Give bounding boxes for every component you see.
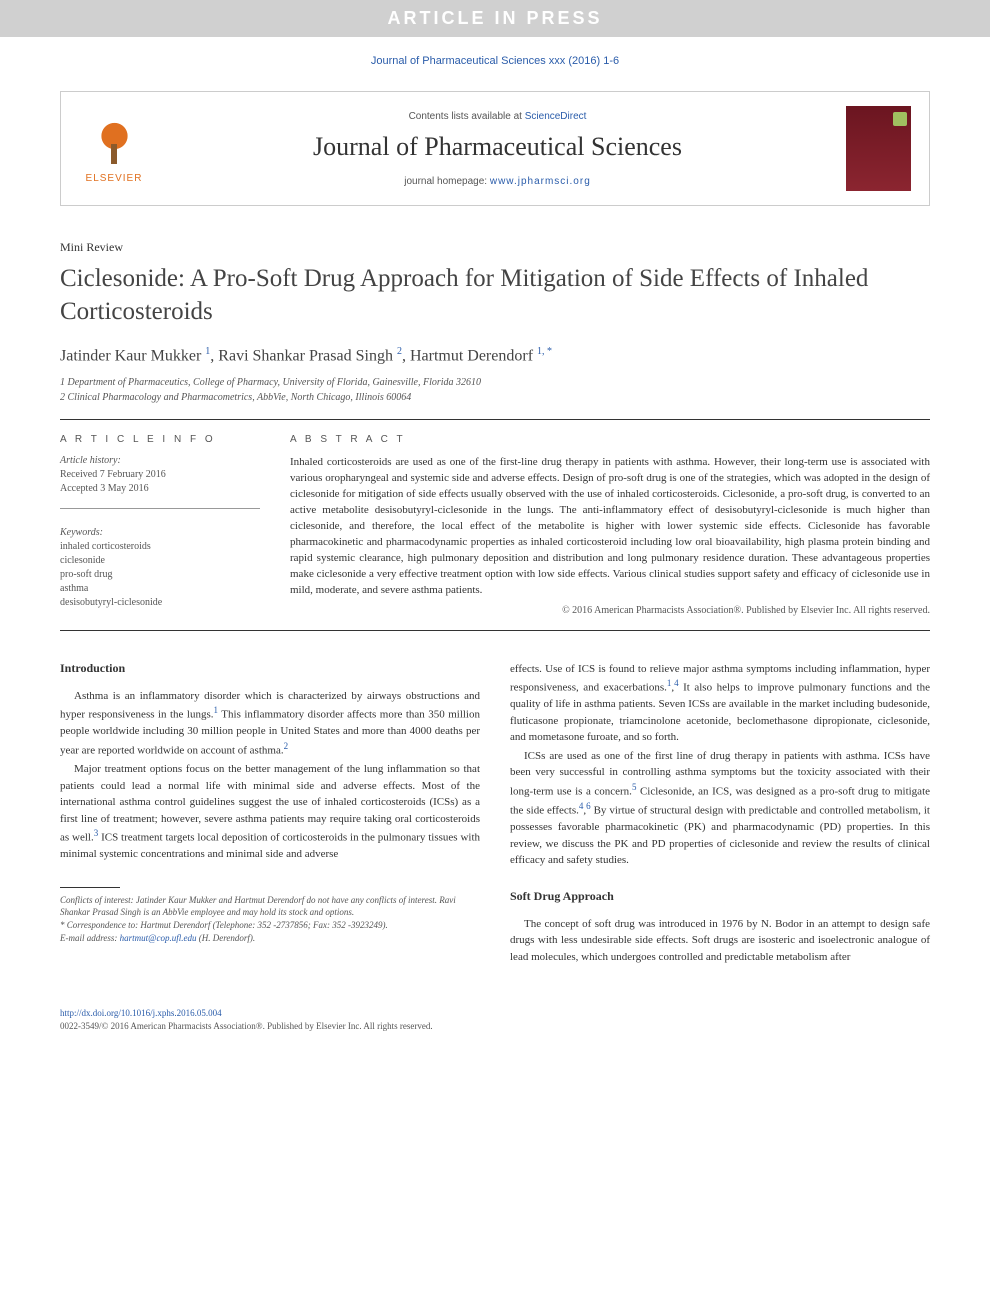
intro-para-2: Major treatment options focus on the bet… bbox=[60, 761, 480, 863]
journal-cover-thumbnail[interactable] bbox=[846, 106, 911, 191]
article-body: Mini Review Ciclesonide: A Pro-Soft Drug… bbox=[0, 216, 990, 997]
introduction-heading: Introduction bbox=[60, 661, 480, 676]
keyword: pro-soft drug bbox=[60, 568, 260, 582]
journal-name: Journal of Pharmaceutical Sciences bbox=[169, 132, 826, 162]
email-label: E-mail address: bbox=[60, 933, 120, 943]
col2-para-2: ICSs are used as one of the first line o… bbox=[510, 748, 930, 869]
abstract-heading: A B S T R A C T bbox=[290, 434, 930, 445]
corresponding-email-link[interactable]: hartmut@cop.ufl.edu bbox=[120, 933, 197, 943]
keywords-block: Keywords: inhaled corticosteroids cicles… bbox=[60, 527, 260, 610]
introduction-text: Asthma is an inflammatory disorder which… bbox=[60, 688, 480, 863]
intro-para-1: Asthma is an inflammatory disorder which… bbox=[60, 688, 480, 759]
article-info-heading: A R T I C L E I N F O bbox=[60, 434, 260, 445]
contents-available-line: Contents lists available at ScienceDirec… bbox=[169, 111, 826, 122]
sciencedirect-link[interactable]: ScienceDirect bbox=[525, 111, 587, 122]
journal-homepage-line: journal homepage: www.jpharmsci.org bbox=[169, 176, 826, 187]
journal-header: ELSEVIER Contents lists available at Sci… bbox=[60, 91, 930, 206]
issn-copyright: 0022-3549/© 2016 American Pharmacists As… bbox=[60, 1021, 433, 1031]
conflicts-footnote: Conflicts of interest: Jatinder Kaur Muk… bbox=[60, 894, 480, 919]
right-column: effects. Use of ICS is found to relieve … bbox=[510, 661, 930, 967]
soft-drug-text: The concept of soft drug was introduced … bbox=[510, 916, 930, 966]
article-type: Mini Review bbox=[60, 240, 930, 255]
journal-homepage-link[interactable]: www.jpharmsci.org bbox=[490, 176, 591, 187]
email-person: (H. Derendorf). bbox=[196, 933, 255, 943]
keyword: asthma bbox=[60, 582, 260, 596]
keywords-label: Keywords: bbox=[60, 527, 260, 538]
article-history-block: Article history: Received 7 February 201… bbox=[60, 455, 260, 509]
accepted-date: Accepted 3 May 2016 bbox=[60, 482, 260, 496]
elsevier-logo[interactable]: ELSEVIER bbox=[79, 106, 149, 191]
doi-link[interactable]: http://dx.doi.org/10.1016/j.xphs.2016.05… bbox=[60, 1008, 222, 1018]
footnotes: Conflicts of interest: Jatinder Kaur Muk… bbox=[60, 894, 480, 944]
col2-para-1: effects. Use of ICS is found to relieve … bbox=[510, 661, 930, 746]
affiliation-2: 2 Clinical Pharmacology and Pharmacometr… bbox=[60, 390, 930, 405]
soft-drug-heading: Soft Drug Approach bbox=[510, 889, 930, 904]
soft-para-1: The concept of soft drug was introduced … bbox=[510, 916, 930, 966]
citation-line: Journal of Pharmaceutical Sciences xxx (… bbox=[0, 37, 990, 81]
received-date: Received 7 February 2016 bbox=[60, 468, 260, 482]
divider bbox=[60, 630, 930, 631]
journal-header-center: Contents lists available at ScienceDirec… bbox=[169, 111, 826, 187]
divider bbox=[60, 419, 930, 420]
footnotes-divider bbox=[60, 887, 120, 888]
body-two-column: Introduction Asthma is an inflammatory d… bbox=[60, 661, 930, 967]
abstract-text: Inhaled corticosteroids are used as one … bbox=[290, 455, 930, 598]
left-column: Introduction Asthma is an inflammatory d… bbox=[60, 661, 480, 967]
keyword: inhaled corticosteroids bbox=[60, 540, 260, 554]
correspondence-footnote: * Correspondence to: Hartmut Derendorf (… bbox=[60, 919, 480, 932]
affiliation-1: 1 Department of Pharmaceutics, College o… bbox=[60, 375, 930, 390]
keyword: desisobutyryl-ciclesonide bbox=[60, 596, 260, 610]
history-label: Article history: bbox=[60, 455, 260, 466]
article-title: Ciclesonide: A Pro-Soft Drug Approach fo… bbox=[60, 263, 930, 328]
info-abstract-row: A R T I C L E I N F O Article history: R… bbox=[60, 434, 930, 615]
page-footer: http://dx.doi.org/10.1016/j.xphs.2016.05… bbox=[0, 997, 990, 1052]
abstract-column: A B S T R A C T Inhaled corticosteroids … bbox=[290, 434, 930, 615]
keyword: ciclesonide bbox=[60, 554, 260, 568]
author-list: Jatinder Kaur Mukker 1, Ravi Shankar Pra… bbox=[60, 346, 930, 365]
affiliations: 1 Department of Pharmaceutics, College o… bbox=[60, 375, 930, 405]
elsevier-tree-icon bbox=[87, 114, 142, 169]
email-footnote: E-mail address: hartmut@cop.ufl.edu (H. … bbox=[60, 932, 480, 945]
elsevier-label: ELSEVIER bbox=[86, 173, 143, 184]
article-in-press-banner: ARTICLE IN PRESS bbox=[0, 0, 990, 37]
right-column-text: effects. Use of ICS is found to relieve … bbox=[510, 661, 930, 869]
abstract-copyright: © 2016 American Pharmacists Association®… bbox=[290, 605, 930, 616]
article-info-column: A R T I C L E I N F O Article history: R… bbox=[60, 434, 260, 615]
contents-prefix: Contents lists available at bbox=[409, 111, 525, 122]
homepage-prefix: journal homepage: bbox=[404, 176, 490, 187]
